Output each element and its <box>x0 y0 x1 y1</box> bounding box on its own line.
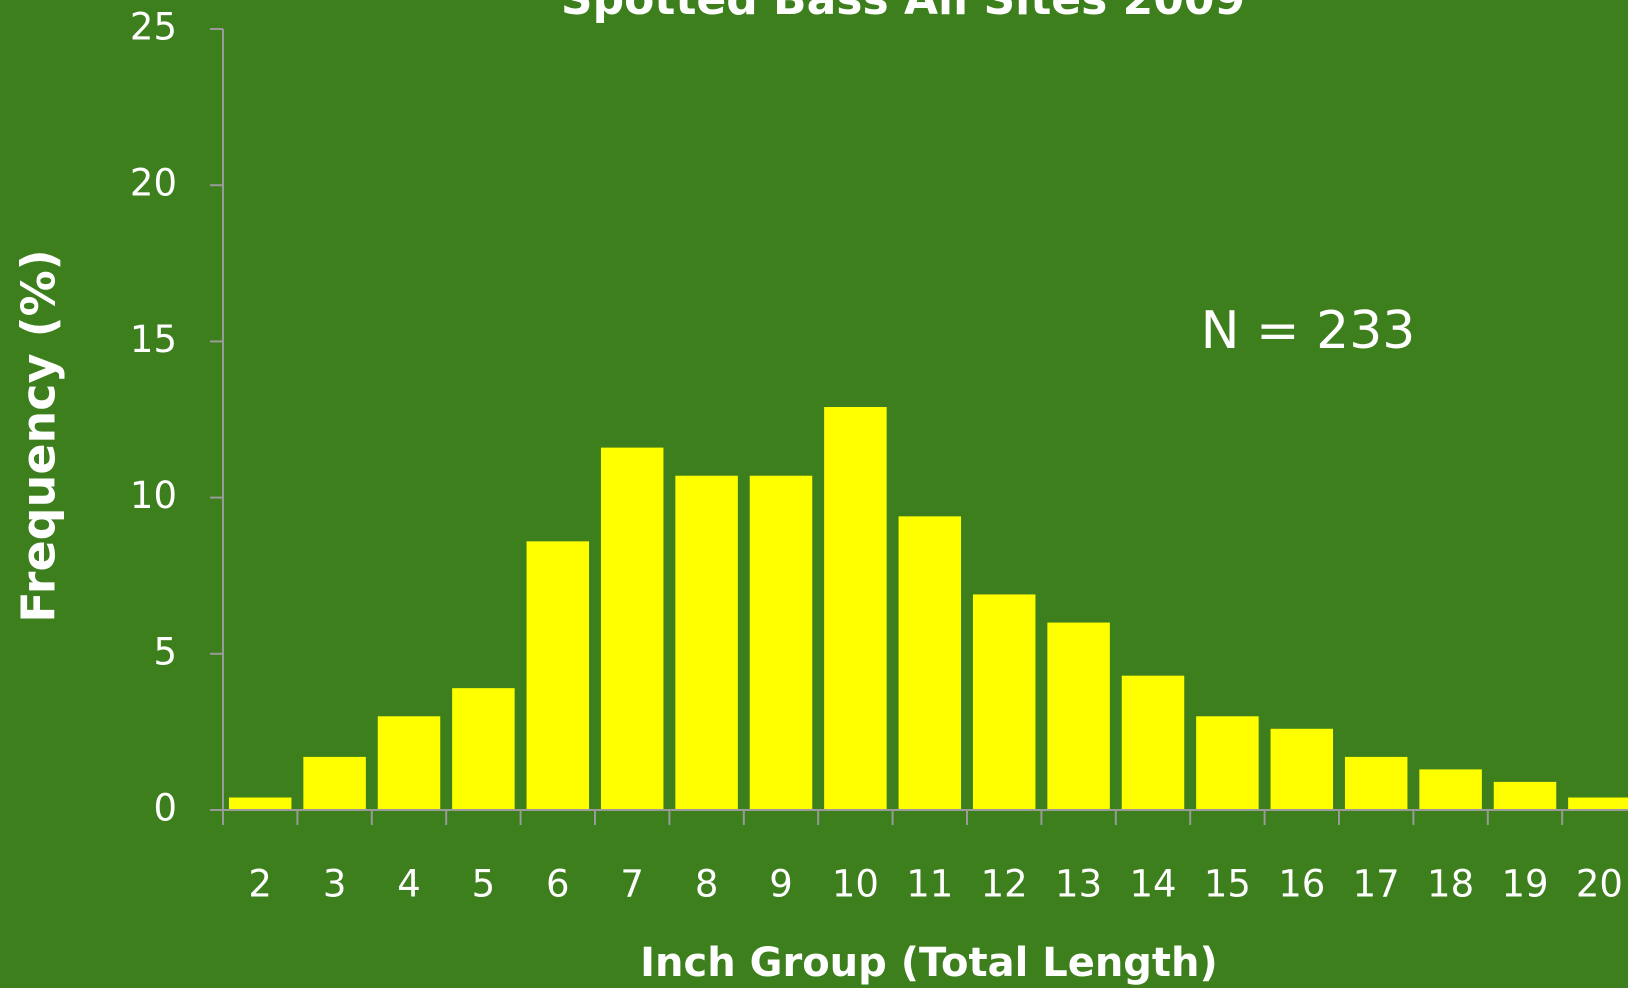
x-tick-label: 10 <box>832 863 879 906</box>
annotation: N = 233 <box>1201 301 1416 361</box>
x-tick-label: 4 <box>397 863 421 906</box>
x-axis-label: Inch Group (Total Length) <box>640 940 1218 986</box>
bar <box>303 756 366 810</box>
bar <box>1047 622 1110 810</box>
y-tick-label: 25 <box>130 6 177 49</box>
bar <box>898 516 962 810</box>
y-tick-label: 5 <box>153 630 177 673</box>
x-tick-label: 2 <box>248 863 272 906</box>
x-tick-label: 19 <box>1501 863 1548 906</box>
x-tick-label: 16 <box>1278 863 1325 906</box>
x-tick-label: 7 <box>620 863 644 906</box>
bar <box>1493 781 1557 810</box>
x-tick-label: 6 <box>546 863 570 906</box>
bar <box>1270 728 1334 810</box>
bar <box>1568 797 1628 810</box>
bar <box>675 475 738 810</box>
x-tick-label: 11 <box>906 863 953 906</box>
bar <box>972 594 1036 810</box>
x-tick-label: 12 <box>981 863 1028 906</box>
x-tick-label: 5 <box>472 863 496 906</box>
x-tick-label: 9 <box>769 863 793 906</box>
bar <box>749 475 813 810</box>
bar <box>228 797 292 810</box>
bar <box>824 407 887 810</box>
y-axis-label: Frequency (%) <box>12 249 66 622</box>
x-tick-label: 17 <box>1353 863 1400 906</box>
x-tick-label: 13 <box>1055 863 1102 906</box>
x-tick-label: 18 <box>1427 863 1474 906</box>
x-tick-label: 8 <box>695 863 719 906</box>
bar <box>377 716 441 810</box>
bar <box>452 688 515 810</box>
bar <box>1196 716 1259 810</box>
bar <box>1419 769 1482 810</box>
bar <box>600 447 664 810</box>
x-tick-label: 20 <box>1576 863 1623 906</box>
x-tick-label: 15 <box>1204 863 1251 906</box>
x-tick-label: 3 <box>323 863 347 906</box>
y-tick-label: 10 <box>130 474 177 517</box>
y-tick-label: 15 <box>130 318 177 361</box>
y-tick-label: 20 <box>130 162 177 205</box>
bar <box>1344 756 1408 810</box>
y-tick-label: 0 <box>153 787 177 830</box>
chart-title: Spotted Bass All Sites 2009 <box>561 0 1245 25</box>
bar <box>1121 675 1185 810</box>
bar <box>526 541 590 810</box>
x-tick-label: 14 <box>1129 863 1176 906</box>
